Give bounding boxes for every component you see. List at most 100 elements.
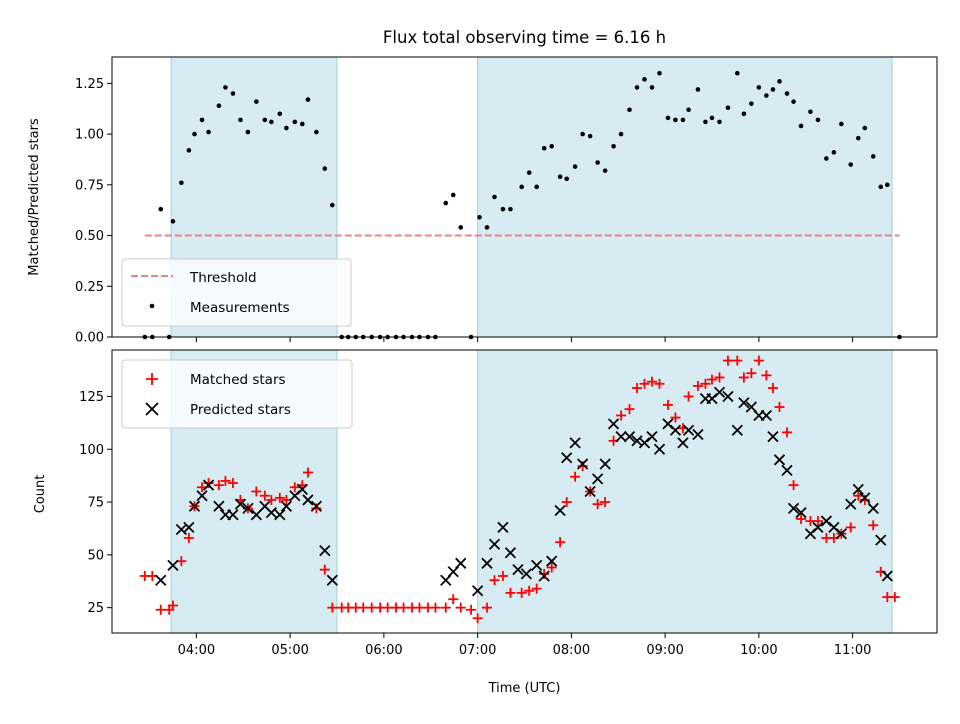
top-y-tick-label: 1.25 [75,77,104,92]
matched-point [654,378,665,389]
predicted-point [546,555,558,567]
predicted-point [845,498,857,510]
matched-point [466,604,477,615]
predicted-point [852,483,864,496]
predicted-point-b [607,418,620,430]
matched-point [516,587,527,598]
matched-point [430,602,441,613]
top-y-ticks: 0.00 0.25 0.50 0.75 1.00 1.25 [75,77,112,346]
top-legend: Threshold Measurements [121,258,352,327]
predicted-point [835,528,848,540]
matched-point [302,467,313,478]
measurement-point [764,93,769,98]
predicted-point [653,443,666,455]
predicted-point-b [504,547,517,559]
predicted-stars-points [155,386,893,597]
predicted-point [859,492,871,504]
measurement-point [618,131,624,137]
measurement-point [735,70,740,76]
predicted-point [773,454,786,466]
predicted-point-b [471,585,484,597]
matched-point [782,427,792,438]
matched-point [889,592,900,603]
matched-point [220,475,231,486]
matched-point [183,532,194,543]
measurement-point [611,143,616,149]
predicted-point [302,494,314,506]
measurement-point [179,180,184,186]
predicted-point [274,509,286,521]
x-axis-label: Time (UTC) [488,681,561,696]
bottom-y-axis-label: Count [33,475,48,514]
predicted-point-b [653,443,666,455]
top-shaded-intervals [170,56,893,338]
predicted-point-b [835,528,848,540]
predicted-point [265,506,278,519]
predicted-point-b [738,397,750,409]
predicted-point [692,428,704,441]
predicted-point [471,585,484,597]
predicted-point-b [767,430,779,443]
predicted-point-b [615,430,627,443]
matched-point [746,368,757,379]
predicted-point [488,538,501,550]
predicted-point-b [310,500,323,512]
predicted-point [607,418,620,430]
measurement-point [831,150,837,155]
x-tick-label: 10:00 [740,643,777,658]
measurement-point [305,97,311,102]
matched-point [616,410,627,421]
measurement-point [254,99,259,104]
predicted-point-b [554,504,566,517]
predicted-point [175,523,188,536]
predicted-point-b [561,452,573,464]
measurement-point [284,125,289,131]
matched-legend-swatch [146,373,158,385]
matched-point [266,494,277,505]
predicted-point-b [326,574,338,586]
measurements-legend-label: Measurements [190,300,290,316]
bottom-plot-border [111,349,938,634]
predicted-point [722,390,734,403]
shaded-interval [477,56,893,338]
measurement-point [777,79,782,84]
measurement-point [300,121,305,127]
predicted-point-b [213,500,225,512]
x-tick-label: 08:00 [553,643,590,658]
predicted-point [646,430,658,443]
bottom-x-ticks: 04:00 05:00 06:00 07:00 08:00 09:00 10:00 11:00 [178,633,871,658]
predicted-point-b [646,430,658,443]
measurement-point [186,148,192,153]
predicted-point [250,509,263,521]
predicted-point-b [820,515,833,527]
predicted-point-b [760,409,773,422]
measurement-point [564,176,569,182]
matched-point [546,562,557,573]
predicted-point [319,544,331,557]
measurements-legend-swatch [149,303,155,309]
measurement-point [549,143,554,149]
matched-point [472,613,483,624]
matched-point [358,602,369,613]
measurement-point [572,164,578,169]
predicted-point-b [183,521,195,534]
predicted-point [188,500,201,512]
predicted-point-b [497,521,509,534]
predicted-point-b [202,479,215,491]
predicted-point [738,397,750,409]
matched-point [524,585,535,596]
predicted-point-b [488,538,501,550]
predicted-point [591,473,604,485]
predicted-point-b [631,435,643,447]
predicted-point-b [731,424,743,436]
predicted-point-b [845,498,857,510]
predicted-legend-swatch [145,402,159,416]
measurement-point [824,156,829,161]
top-y-tick-label: 0.75 [75,178,104,193]
bottom-panel: 25 50 75 100 125 04:00 05:00 06:00 07:00 08:00 09… [33,349,938,696]
measurement-point [458,225,464,230]
matched-point [319,564,330,575]
predicted-point [242,502,254,515]
